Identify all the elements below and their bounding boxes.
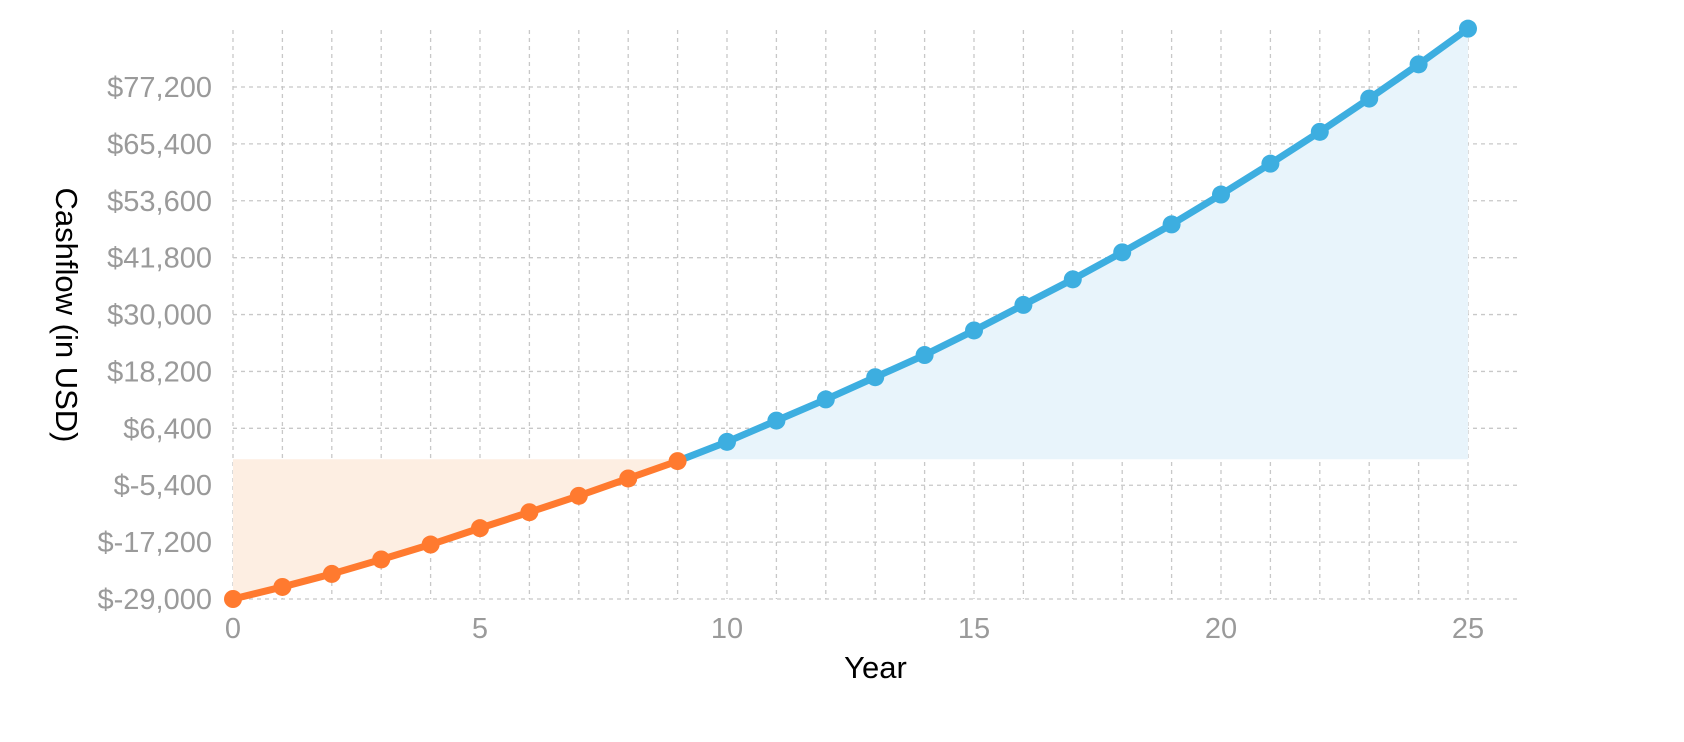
data-point [965,321,983,340]
y-tick-label: $6,400 [123,413,212,445]
data-point [1162,215,1181,234]
data-point [1360,89,1379,108]
data-point [619,469,638,488]
data-point [915,346,934,365]
y-tick-label: $-29,000 [98,584,213,616]
data-point [273,577,292,596]
data-point [718,432,736,451]
data-point [1459,19,1477,38]
y-tick-label: $18,200 [107,356,212,388]
x-tick-label: 20 [1205,613,1237,645]
data-point [322,564,341,583]
data-point [224,590,242,608]
data-point [1014,295,1033,314]
data-point [1310,122,1329,141]
data-point [1409,55,1428,74]
x-tick-label: 10 [711,613,743,645]
y-tick-label: $65,400 [107,129,212,161]
data-point [1212,185,1230,204]
y-axis-ticks: $-29,000 $-17,200 $-5,400 $6,400 $18,200 $30,… [98,72,213,616]
data-point [816,390,835,409]
data-point [767,411,786,430]
data-point [1261,154,1280,173]
data-point [668,452,687,471]
y-tick-label: $-17,200 [98,527,213,559]
y-tick-label: $53,600 [107,186,212,218]
data-point [1063,270,1082,289]
positive-cashflow-area [682,28,1468,460]
y-axis-title: Cashflow (in USD) [49,188,84,443]
y-tick-label: $30,000 [107,300,212,332]
y-tick-label: $77,200 [107,72,212,104]
y-tick-label: $-5,400 [114,470,212,502]
x-tick-label: 25 [1452,613,1484,645]
data-point [372,550,391,569]
x-tick-label: 5 [472,613,488,645]
x-axis-title: Year [844,650,907,685]
data-point [421,535,440,554]
data-point [520,503,539,522]
x-tick-label: 0 [225,613,241,645]
y-tick-label: $41,800 [107,243,212,275]
x-axis-ticks: 0 5 10 15 20 25 [225,613,1484,645]
area-fills [233,28,1468,599]
x-tick-label: 15 [958,613,990,645]
data-point [866,368,885,387]
data-points [224,19,1477,608]
data-point [569,486,588,505]
data-point [1113,243,1132,262]
data-point [471,519,489,538]
